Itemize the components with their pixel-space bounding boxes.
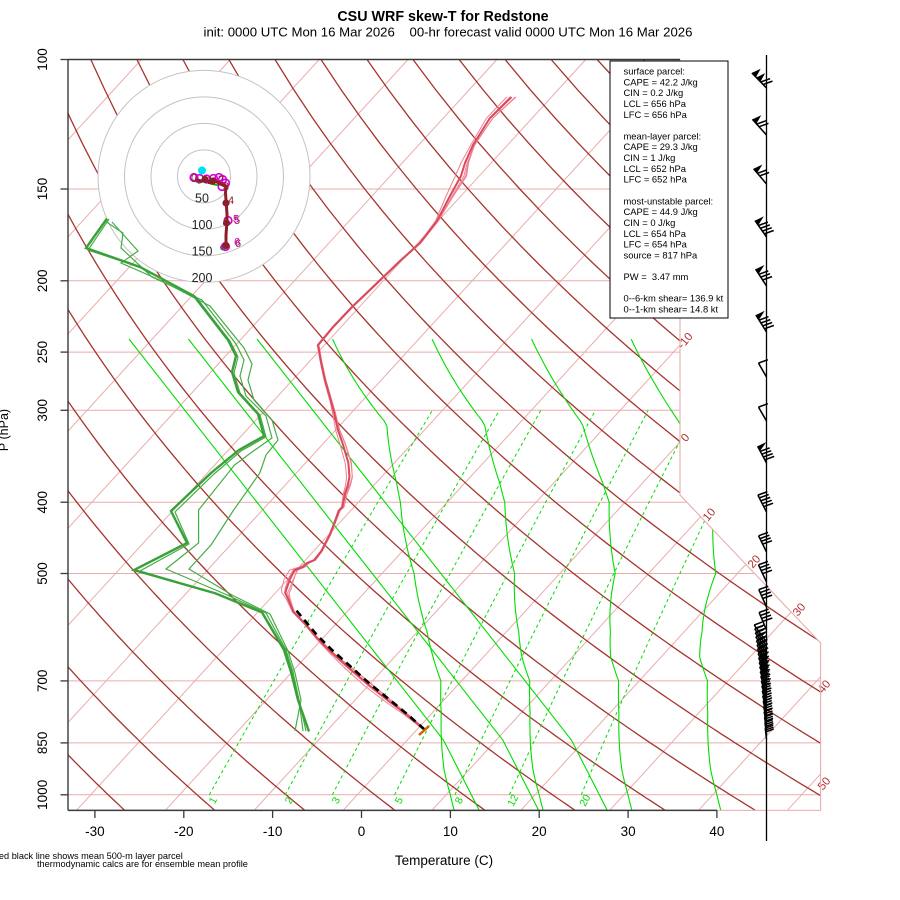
svg-text:LFC = 654 hPa: LFC = 654 hPa (624, 239, 688, 250)
svg-text:LFC = 656 hPa: LFC = 656 hPa (624, 109, 688, 120)
svg-text:P (hPa): P (hPa) (0, 409, 11, 451)
svg-text:700: 700 (35, 670, 50, 693)
svg-text:6: 6 (235, 238, 241, 250)
svg-text:3: 3 (223, 181, 229, 193)
svg-text:0--1-km shear= 14.8 kt: 0--1-km shear= 14.8 kt (624, 304, 719, 315)
svg-text:1: 1 (207, 795, 220, 806)
svg-text:400: 400 (35, 491, 50, 514)
svg-text:most-unstable parcel:: most-unstable parcel: (624, 195, 714, 206)
svg-text:LFC = 652 hPa: LFC = 652 hPa (624, 174, 688, 185)
svg-text:1: 1 (207, 175, 213, 187)
svg-text:source = 817 hPa: source = 817 hPa (624, 249, 699, 260)
svg-text:0: 0 (191, 173, 197, 185)
svg-text:3: 3 (330, 795, 343, 806)
svg-text:8: 8 (453, 795, 466, 806)
svg-text:LCL = 656 hPa: LCL = 656 hPa (624, 98, 687, 109)
svg-text:4: 4 (228, 195, 234, 207)
svg-text:5: 5 (234, 215, 240, 227)
svg-text:CAPE = 42.2 J/kg: CAPE = 42.2 J/kg (624, 76, 698, 87)
svg-text:-20: -20 (174, 824, 194, 839)
svg-text:-30: -30 (85, 824, 105, 839)
svg-text:LCL = 652 hPa: LCL = 652 hPa (624, 163, 687, 174)
svg-text:850: 850 (35, 732, 50, 755)
svg-text:100: 100 (35, 48, 50, 71)
svg-text:5: 5 (233, 214, 239, 226)
svg-text:CIN = 0.2 J/kg: CIN = 0.2 J/kg (624, 87, 684, 98)
svg-text:surface parcel:: surface parcel: (624, 66, 686, 77)
svg-text:2: 2 (283, 795, 296, 806)
svg-text:500: 500 (35, 562, 50, 585)
svg-text:5: 5 (393, 795, 406, 806)
svg-text:CAPE = 29.3 J/kg: CAPE = 29.3 J/kg (624, 141, 698, 152)
svg-text:1000: 1000 (35, 780, 50, 810)
svg-text:CIN = 0 J/kg: CIN = 0 J/kg (624, 217, 676, 228)
svg-text:20: 20 (532, 824, 547, 839)
svg-text:300: 300 (35, 399, 50, 422)
svg-text:-10: -10 (263, 824, 283, 839)
svg-text:50: 50 (195, 191, 209, 205)
svg-text:CIN = 1 J/kg: CIN = 1 J/kg (624, 152, 676, 163)
svg-text:6: 6 (234, 237, 240, 249)
svg-text:100: 100 (192, 218, 213, 232)
svg-text:150: 150 (35, 178, 50, 201)
svg-text:mean-layer parcel:: mean-layer parcel: (624, 130, 702, 141)
svg-text:CAPE = 44.9 J/kg: CAPE = 44.9 J/kg (624, 206, 698, 217)
svg-text:2: 2 (218, 174, 224, 186)
svg-text:250: 250 (35, 341, 50, 364)
svg-text:PW = 3.47 mm: PW = 3.47 mm (624, 271, 689, 282)
svg-text:40: 40 (709, 824, 724, 839)
svg-text:dashed black line shows mean 5: dashed black line shows mean 500-m layer… (0, 851, 183, 861)
svg-text:200: 200 (35, 270, 50, 293)
svg-text:12: 12 (505, 792, 521, 808)
svg-text:thermodynamic calcs are for en: thermodynamic calcs are for ensemble mea… (37, 859, 248, 869)
svg-text:20: 20 (577, 792, 593, 808)
svg-text:0--6-km shear= 136.9 kt: 0--6-km shear= 136.9 kt (624, 293, 724, 304)
svg-text:150: 150 (192, 244, 213, 258)
svg-text:init: 0000 UTC Mon 16 Mar 2026: init: 0000 UTC Mon 16 Mar 2026 00-hr for… (204, 25, 693, 40)
svg-text:CSU WRF skew-T for Redstone: CSU WRF skew-T for Redstone (337, 9, 548, 25)
svg-text:200: 200 (192, 271, 213, 285)
svg-text:Temperature (C): Temperature (C) (395, 853, 493, 868)
svg-text:0: 0 (358, 824, 366, 839)
svg-text:10: 10 (443, 824, 458, 839)
svg-text:LCL = 654 hPa: LCL = 654 hPa (624, 228, 687, 239)
svg-text:30: 30 (621, 824, 636, 839)
